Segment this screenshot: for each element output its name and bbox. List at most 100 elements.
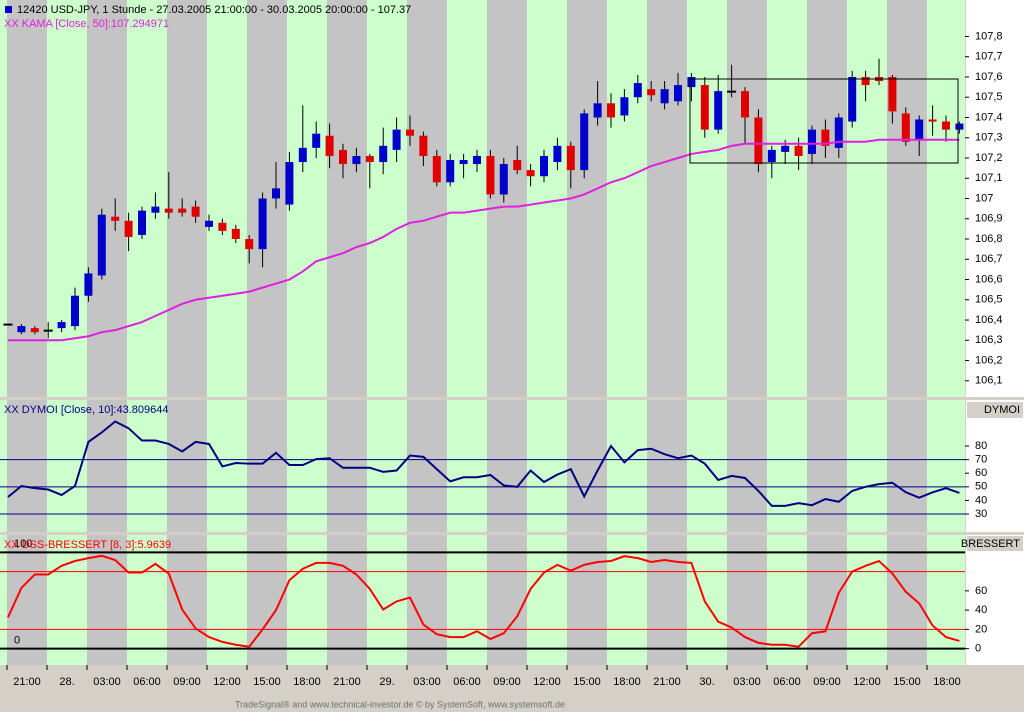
candle-body [57, 322, 66, 329]
time-band [447, 0, 487, 397]
chart-title: 12420 USD-JPY, 1 Stunde - 27.03.2005 21:… [17, 4, 411, 16]
candle-body [553, 145, 562, 163]
time-band [847, 0, 887, 397]
time-band [127, 400, 167, 532]
candle-body [43, 329, 53, 332]
x-tick-label: 12:00 [533, 676, 561, 688]
candle-body [700, 85, 709, 130]
y-tick-label: 107 [975, 192, 993, 204]
x-axis-area [0, 665, 965, 699]
candle-body [191, 206, 200, 217]
candle-body [419, 135, 428, 156]
x-tick-label: 21:00 [13, 676, 41, 688]
time-band [447, 400, 487, 532]
time-band [327, 535, 367, 665]
time-band [87, 400, 127, 532]
time-bands [0, 0, 965, 699]
time-band [647, 535, 687, 665]
time-band [647, 400, 687, 532]
candle-body [339, 149, 347, 165]
candle-body [285, 162, 294, 205]
candle-body [138, 210, 146, 235]
indicator-line [7, 554, 960, 648]
candle-body [540, 155, 548, 177]
time-band [0, 0, 7, 397]
candle-body [915, 119, 924, 140]
time-band [727, 535, 767, 665]
y-tick-label: 60 [975, 467, 987, 479]
candle-body [660, 89, 669, 104]
panel-label: BRESSERT [961, 538, 1020, 550]
dymoi-legend: XX DYMOI [Close, 10]:43.809644 [4, 404, 168, 416]
panel-label: DYMOI [984, 404, 1020, 416]
candle-body [432, 155, 441, 183]
candle-body [352, 155, 361, 165]
panel-label-box [967, 402, 1023, 418]
candle-body [767, 149, 776, 163]
panel-label-box [967, 536, 1023, 551]
x-tick-label: 18:00 [293, 676, 321, 688]
dymoi-axis-area [966, 400, 1024, 532]
candle-body [30, 328, 39, 333]
y-tick-label: 106,5 [975, 294, 1003, 306]
time-band [327, 400, 367, 532]
time-band [87, 0, 127, 397]
candle-body [3, 323, 13, 326]
x-tick-label: 03:00 [413, 676, 441, 688]
time-band [887, 400, 927, 532]
time-band [287, 535, 327, 665]
time-band [927, 400, 965, 532]
x-tick-label: 06:00 [133, 676, 161, 688]
y-tick-label: 106,6 [975, 273, 1003, 285]
time-band [47, 535, 87, 665]
time-band [47, 0, 87, 397]
time-band [407, 535, 447, 665]
candle-body [245, 239, 254, 250]
time-band [767, 0, 807, 397]
candle-body [794, 145, 803, 156]
y-tick-label: 107,3 [975, 132, 1003, 144]
level-label: 0 [14, 635, 20, 647]
y-tick-label: 70 [975, 454, 987, 466]
candle-body [164, 208, 173, 213]
candle-body [593, 103, 602, 118]
y-tick-label: 40 [975, 494, 987, 506]
time-band [407, 0, 447, 397]
y-tick-label: 106,9 [975, 213, 1003, 225]
time-band [767, 535, 807, 665]
candle-body [633, 83, 642, 98]
x-tick-label: 21:00 [653, 676, 681, 688]
time-band [287, 0, 327, 397]
candle-body [674, 85, 682, 102]
time-band [247, 400, 287, 532]
time-band [0, 400, 7, 532]
time-band [527, 0, 567, 397]
time-band [87, 535, 127, 665]
y-tick-label: 107,6 [975, 71, 1003, 83]
candle-body [647, 89, 656, 96]
x-tick-label: 29. [379, 676, 394, 688]
time-band [7, 535, 47, 665]
candle-body [687, 76, 696, 88]
annotation-box [689, 78, 959, 164]
indicator-line [7, 420, 960, 507]
time-band [847, 535, 887, 665]
candle-body [406, 129, 414, 136]
candle-body [861, 76, 870, 86]
y-tick-label: 0 [975, 643, 981, 655]
candle-body [781, 145, 790, 152]
y-tick-label: 80 [975, 440, 987, 452]
candle-body [607, 103, 615, 118]
candle-body [17, 326, 26, 333]
x-tick-label: 15:00 [893, 676, 921, 688]
y-tick-label: 50 [975, 481, 987, 493]
candle-body [178, 208, 187, 213]
candle-body [620, 97, 629, 116]
x-tick-label: 03:00 [733, 676, 761, 688]
dss-legend: XX DSS-BRESSERT [8, 3]:5.9639 [4, 539, 171, 551]
candle-body [97, 214, 106, 276]
candle-body [205, 220, 213, 227]
y-tick-label: 107,4 [975, 111, 1003, 123]
candle-body [513, 160, 522, 171]
